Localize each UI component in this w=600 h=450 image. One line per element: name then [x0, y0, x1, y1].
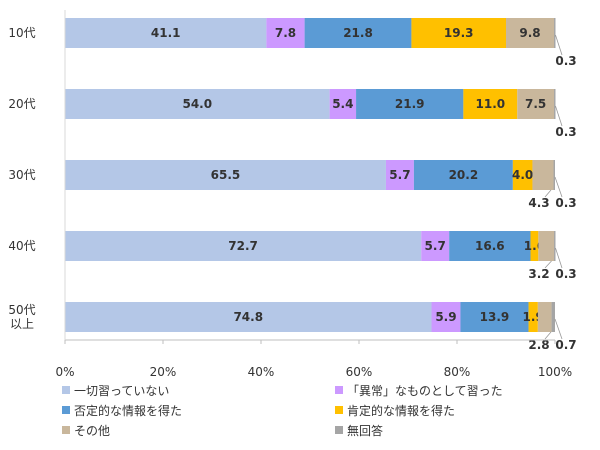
- bar-1-series-4: [517, 89, 555, 119]
- leader-line-4-4: [544, 331, 552, 340]
- category-label-0: 10代: [8, 26, 35, 40]
- bar-0-series-2: [304, 18, 412, 48]
- data-label-1-2: 21.9: [395, 97, 425, 111]
- legend-label-5: 無回答: [347, 423, 383, 438]
- bar-0-series-0: [65, 18, 267, 48]
- data-label-0-2: 21.8: [343, 26, 373, 40]
- data-label-2-2: 20.2: [449, 168, 479, 182]
- bar-0-series-5: [554, 18, 556, 48]
- data-label-2-0: 65.5: [211, 168, 241, 182]
- legend-swatch-2: [62, 406, 70, 414]
- bar-4-series-0: [65, 302, 432, 332]
- data-label-1-1: 5.4: [332, 97, 353, 111]
- category-label-3: 40代: [8, 239, 35, 253]
- data-label-2-5: 0.3: [555, 196, 576, 210]
- data-label-0-4: 9.8: [519, 26, 540, 40]
- bar-1-series-0: [65, 89, 330, 119]
- legend-label-1: 「異常」なものとして習った: [347, 384, 503, 398]
- x-tick-label-2: 40%: [248, 365, 275, 379]
- bar-4-series-4: [537, 302, 552, 332]
- data-label-1-4: 7.5: [525, 97, 546, 111]
- legend-swatch-5: [335, 426, 343, 434]
- data-label-4-5: 0.7: [555, 338, 576, 352]
- data-label-0-1: 7.8: [275, 26, 296, 40]
- data-label-3-4: 3.2: [528, 267, 549, 281]
- leader-line-2-5: [554, 176, 563, 198]
- legend-swatch-1: [335, 386, 343, 394]
- leader-line-2-4: [544, 189, 552, 198]
- x-tick-label-5: 100%: [538, 365, 572, 379]
- bar-0-series-4: [506, 18, 555, 48]
- category-label-4-1: 以上: [10, 317, 34, 331]
- data-label-0-0: 41.1: [151, 26, 181, 40]
- data-label-3-0: 72.7: [228, 239, 258, 253]
- category-label-2: 30代: [8, 168, 35, 182]
- bar-0-series-1: [266, 18, 305, 48]
- leader-line-3-4: [544, 260, 552, 269]
- bar-3-series-3: [530, 231, 539, 261]
- bar-4-series-5: [551, 302, 555, 332]
- data-label-0-5: 0.3: [555, 54, 576, 68]
- data-label-0-3: 19.3: [444, 26, 474, 40]
- bar-3-series-4: [538, 231, 555, 261]
- bar-4-series-3: [528, 302, 538, 332]
- data-label-3-1: 5.7: [425, 239, 446, 253]
- data-label-1-5: 0.3: [555, 125, 576, 139]
- category-label-4-0: 50代: [8, 303, 35, 317]
- x-tick-label-4: 80%: [444, 365, 471, 379]
- leader-line-3-5: [555, 247, 563, 269]
- bar-3-series-2: [449, 231, 531, 261]
- data-label-4-0: 74.8: [233, 310, 263, 324]
- data-label-2-4: 4.3: [528, 196, 549, 210]
- bar-2-series-1: [385, 160, 414, 190]
- data-label-2-1: 5.7: [389, 168, 410, 182]
- bar-3-series-1: [421, 231, 450, 261]
- legend-swatch-4: [62, 426, 70, 434]
- legend-label-3: 肯定的な情報を得た: [347, 403, 455, 418]
- bar-4-series-2: [460, 302, 529, 332]
- x-tick-label-0: 0%: [55, 365, 74, 379]
- x-tick-label-3: 60%: [346, 365, 373, 379]
- data-label-3-2: 16.6: [475, 239, 505, 253]
- data-label-1-0: 54.0: [182, 97, 212, 111]
- data-label-4-1: 5.9: [435, 310, 456, 324]
- legend-swatch-3: [335, 406, 343, 414]
- category-label-1: 20代: [8, 97, 35, 111]
- data-label-4-4: 2.8: [528, 338, 549, 352]
- legend-label-4: その他: [74, 424, 110, 438]
- legend-label-0: 一切習っていない: [74, 384, 169, 398]
- data-label-2-3: 4.0: [512, 168, 533, 182]
- bar-2-series-4: [532, 160, 554, 190]
- data-label-3-5: 0.3: [555, 267, 576, 281]
- bar-2-series-0: [65, 160, 386, 190]
- x-tick-label-1: 20%: [150, 365, 177, 379]
- legend-swatch-0: [62, 386, 70, 394]
- leader-line-1-5: [555, 105, 563, 127]
- leader-line-0-5: [555, 34, 563, 56]
- bar-1-series-3: [463, 89, 518, 119]
- legend-label-2: 否定的な情報を得た: [74, 403, 182, 418]
- bar-2-series-3: [512, 160, 533, 190]
- bar-1-series-5: [554, 89, 556, 119]
- bar-4-series-1: [431, 302, 461, 332]
- leader-line-4-5: [554, 318, 563, 340]
- bar-0-series-3: [411, 18, 506, 48]
- bar-2-series-5: [553, 160, 555, 190]
- bar-3-series-0: [65, 231, 422, 261]
- bar-2-series-2: [413, 160, 513, 190]
- data-label-4-2: 13.9: [480, 310, 510, 324]
- bar-1-series-1: [329, 89, 357, 119]
- data-label-1-3: 11.0: [476, 97, 506, 111]
- bar-1-series-2: [356, 89, 464, 119]
- bar-3-series-5: [554, 231, 556, 261]
